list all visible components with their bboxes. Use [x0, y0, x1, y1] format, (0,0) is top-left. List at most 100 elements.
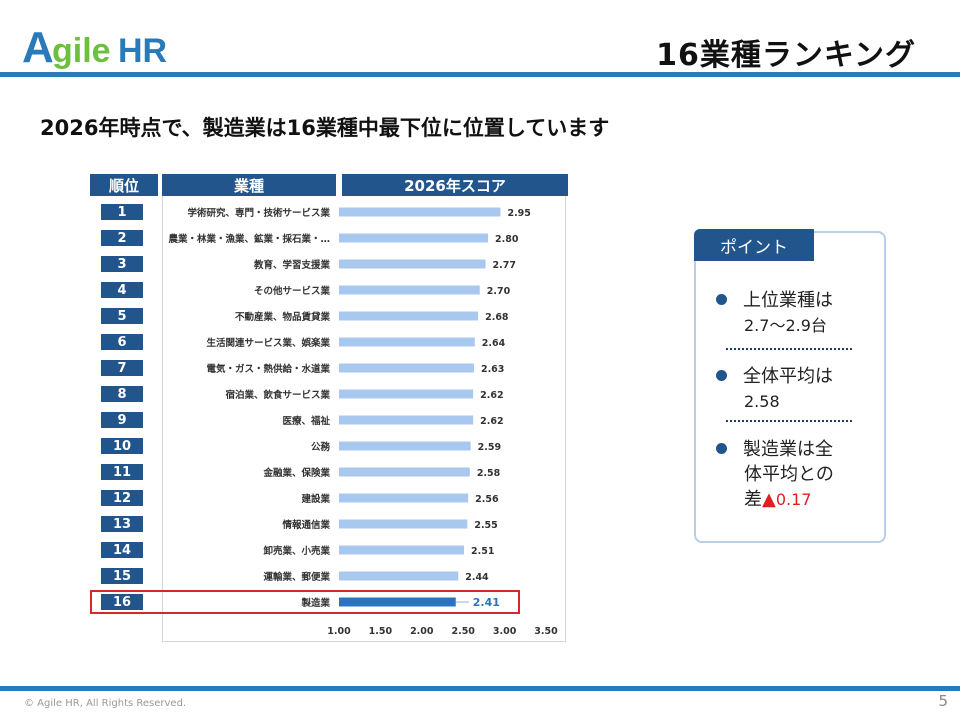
rank-badge: 14 — [101, 542, 143, 558]
category-label: 卸売業、小売業 — [263, 545, 330, 557]
category-label: 学術研究、専門・技術サービス業 — [187, 207, 330, 219]
point-panel — [694, 231, 886, 543]
value-label: 2.64 — [482, 338, 506, 349]
x-tick-label: 2.50 — [451, 626, 475, 637]
value-label: 2.59 — [478, 442, 501, 453]
category-label: 公務 — [311, 441, 331, 453]
category-label: 不動産業、物品賃貸業 — [235, 311, 331, 323]
rank-badge: 7 — [101, 360, 143, 376]
category-label: 宿泊業、飲食サービス業 — [225, 389, 330, 401]
value-label: 2.80 — [495, 234, 519, 245]
point-item-1-line1: 上位業種は — [743, 290, 833, 311]
value-label: 2.58 — [477, 468, 501, 479]
column-header-industry: 業種 — [162, 174, 336, 196]
slide-subtitle: 2026年時点で、製造業は16業種中最下位に位置しています — [40, 116, 610, 140]
x-tick-label: 1.00 — [327, 626, 351, 637]
rank-badge: 11 — [101, 464, 143, 480]
point-panel-tab: ポイント — [694, 229, 814, 261]
x-tick-label: 3.50 — [534, 626, 558, 637]
value-label: 2.95 — [507, 208, 530, 219]
category-label: 情報通信業 — [281, 519, 330, 531]
bar — [339, 259, 486, 269]
rank-badge: 4 — [101, 282, 143, 298]
rank-badge: 10 — [101, 438, 143, 454]
page-number: 5 — [938, 692, 948, 710]
category-label: 医療、福祉 — [282, 415, 330, 427]
point-separator-2 — [726, 420, 852, 422]
logo-word-hr: HR — [118, 32, 167, 70]
bar — [339, 233, 489, 243]
point-item-1: 上位業種は 2.7〜2.9台 — [716, 288, 833, 338]
logo-word-gile: gile — [52, 32, 111, 70]
point-item-3-line2: 体平均との — [744, 464, 834, 485]
bar — [339, 337, 475, 347]
value-label: 2.77 — [493, 260, 516, 271]
value-label: 2.56 — [475, 494, 499, 505]
value-label: 2.68 — [485, 312, 509, 323]
bar — [339, 571, 459, 581]
rank-badge: 13 — [101, 516, 143, 532]
category-label: 電気・ガス・熱供給・水道業 — [206, 363, 330, 375]
bar — [339, 285, 480, 295]
rank-badge: 9 — [101, 412, 143, 428]
value-label: 2.55 — [474, 520, 497, 531]
bar — [339, 519, 468, 529]
down-triangle-icon: ▲ — [762, 489, 776, 510]
bar — [339, 597, 456, 607]
bar — [339, 389, 474, 399]
category-label: 教育、学習支援業 — [253, 259, 331, 271]
category-label: 運輸業、郵便業 — [263, 571, 330, 583]
rank-badge: 2 — [101, 230, 143, 246]
value-label: 2.62 — [480, 416, 503, 427]
point-separator-1 — [726, 348, 852, 350]
bar — [339, 467, 470, 477]
x-tick-label: 1.50 — [369, 626, 393, 637]
category-label: 農業・林業・漁業、鉱業・採石業・… — [168, 233, 330, 245]
x-tick-label: 3.00 — [493, 626, 517, 637]
bar — [339, 441, 471, 451]
point-item-3-diff-value: 0.17 — [775, 490, 812, 509]
bar — [339, 363, 474, 373]
bottom-divider — [0, 686, 960, 691]
point-item-3-line3: 差▲0.17 — [716, 487, 834, 512]
bullet-icon — [716, 442, 727, 454]
bullet-icon — [716, 293, 727, 305]
chart-frame — [162, 196, 566, 642]
point-item-1-line2: 2.7〜2.9台 — [744, 316, 827, 335]
x-tick-label: 2.00 — [410, 626, 434, 637]
slide-title: 16業種ランキング — [656, 38, 916, 73]
bar — [339, 207, 501, 217]
value-label: 2.63 — [481, 364, 504, 375]
rank-badge: 12 — [101, 490, 143, 506]
category-label: 建設業 — [300, 493, 330, 505]
value-label: 2.41 — [473, 596, 500, 609]
point-item-3-line1: 製造業は全 — [743, 439, 833, 460]
top-divider — [0, 72, 960, 77]
point-item-2-line1: 全体平均は — [743, 366, 833, 387]
value-label: 2.44 — [465, 572, 489, 583]
value-label: 2.70 — [487, 286, 511, 297]
agile-hr-logo: A gile HR — [22, 23, 167, 72]
rank-badge: 5 — [101, 308, 143, 324]
column-header-rank: 順位 — [90, 174, 158, 196]
value-label: 2.62 — [480, 390, 503, 401]
rank-badge: 1 — [101, 204, 143, 220]
column-header-score: 2026年スコア — [342, 174, 568, 196]
bar — [339, 415, 474, 425]
bar — [339, 311, 479, 321]
point-item-3: 製造業は全 体平均との 差▲0.17 — [716, 437, 834, 512]
category-label: 生活関連サービス業、娯楽業 — [206, 337, 330, 349]
highlight-manufacturing-row — [90, 590, 520, 614]
value-label: 2.51 — [471, 546, 494, 557]
copyright-text: © Agile HR, All Rights Reserved. — [24, 698, 187, 709]
rank-badge: 8 — [101, 386, 143, 402]
bullet-icon — [716, 369, 727, 381]
rank-badge: 15 — [101, 568, 143, 584]
category-label: 製造業 — [300, 597, 330, 609]
rank-badge: 3 — [101, 256, 143, 272]
point-item-3-diff-label: 差 — [744, 489, 762, 510]
rank-badge: 6 — [101, 334, 143, 350]
rank-badge: 16 — [101, 594, 143, 610]
bar — [339, 493, 469, 503]
